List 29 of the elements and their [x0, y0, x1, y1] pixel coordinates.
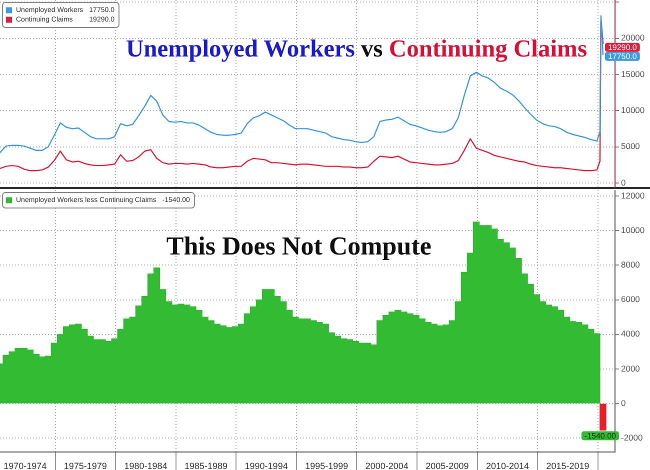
y-tick-label: 20000	[621, 32, 645, 43]
x-tick-label: 1975-1979	[64, 460, 107, 470]
x-tick-label: 2015-2019	[546, 460, 590, 470]
x-tick-label: 2000-2004	[365, 460, 408, 470]
y-tick-label: 0	[621, 177, 626, 188]
y-tick-label: 2000	[621, 363, 640, 374]
y-tick-label: 6000	[621, 294, 640, 304]
y-tick-label: 5000	[621, 141, 640, 152]
x-tick-label: 2010-2014	[486, 460, 529, 470]
y-tick-label: 0	[621, 398, 626, 408]
y-tick-label: 10000	[621, 224, 645, 235]
y-tick-label: 4000	[621, 328, 640, 339]
y-tick-label: 10000	[621, 104, 645, 115]
bar	[600, 404, 606, 431]
y-tick-label: 15000	[621, 68, 645, 79]
text: This Does Not Compute	[166, 232, 432, 261]
x-tick-label: 1970-1974	[4, 460, 47, 470]
data-label: 17750.0	[608, 52, 638, 62]
x-tick-label: 1995-1999	[305, 460, 348, 470]
x-tick-label: 1985-1989	[184, 460, 228, 470]
x-tick-label: 2005-2009	[426, 460, 469, 470]
x-tick-label: 1980-1984	[124, 460, 168, 470]
data-label: -1540.00	[584, 431, 617, 440]
x-tick-label: 1990-1994	[244, 460, 288, 470]
data-label: 19290.0	[608, 43, 638, 52]
y-tick-label: 8000	[621, 260, 640, 270]
text: Unemployed Workers vs Continuing Claims	[126, 35, 587, 62]
y-tick-label: 12000	[621, 190, 645, 200]
y-tick-label: -2000	[621, 432, 644, 443]
